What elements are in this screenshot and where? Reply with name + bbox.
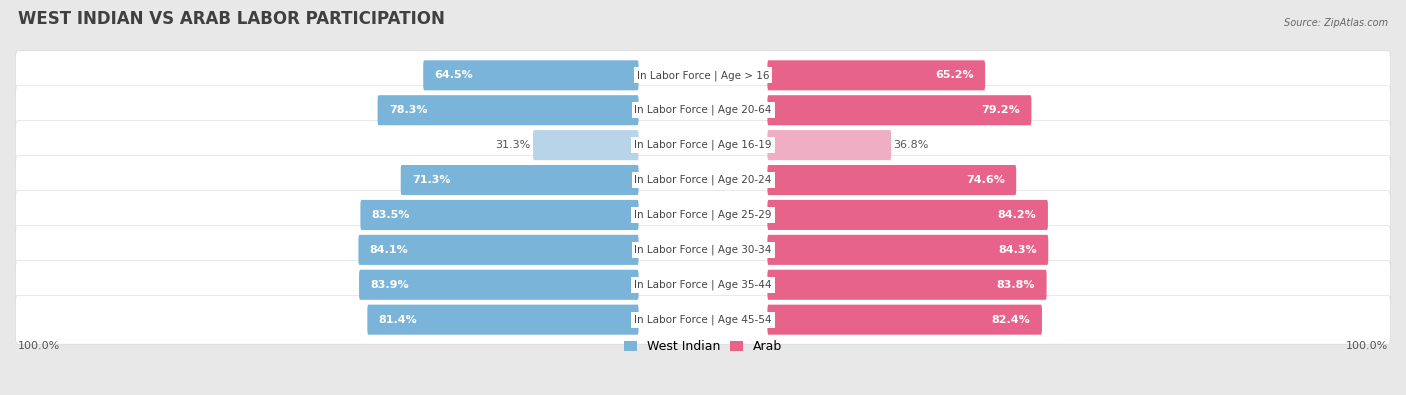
Text: 83.8%: 83.8% xyxy=(997,280,1035,290)
FancyBboxPatch shape xyxy=(15,295,1391,344)
FancyBboxPatch shape xyxy=(15,190,1391,239)
FancyBboxPatch shape xyxy=(15,226,1391,274)
Text: In Labor Force | Age 20-24: In Labor Force | Age 20-24 xyxy=(634,175,772,185)
FancyBboxPatch shape xyxy=(768,305,1042,335)
Text: 84.1%: 84.1% xyxy=(370,245,409,255)
FancyBboxPatch shape xyxy=(359,235,638,265)
Text: 64.5%: 64.5% xyxy=(434,70,474,80)
Text: In Labor Force | Age 30-34: In Labor Force | Age 30-34 xyxy=(634,245,772,255)
FancyBboxPatch shape xyxy=(768,130,891,160)
Text: 74.6%: 74.6% xyxy=(966,175,1005,185)
Text: 81.4%: 81.4% xyxy=(378,315,418,325)
FancyBboxPatch shape xyxy=(360,200,638,230)
FancyBboxPatch shape xyxy=(367,305,638,335)
Text: 31.3%: 31.3% xyxy=(495,140,530,150)
FancyBboxPatch shape xyxy=(15,51,1391,100)
FancyBboxPatch shape xyxy=(378,95,638,125)
Text: 84.3%: 84.3% xyxy=(998,245,1036,255)
Text: 84.2%: 84.2% xyxy=(998,210,1036,220)
FancyBboxPatch shape xyxy=(768,235,1049,265)
FancyBboxPatch shape xyxy=(768,200,1047,230)
FancyBboxPatch shape xyxy=(15,260,1391,309)
Text: In Labor Force | Age 16-19: In Labor Force | Age 16-19 xyxy=(634,140,772,150)
Text: 82.4%: 82.4% xyxy=(991,315,1031,325)
Text: 83.5%: 83.5% xyxy=(371,210,411,220)
Text: WEST INDIAN VS ARAB LABOR PARTICIPATION: WEST INDIAN VS ARAB LABOR PARTICIPATION xyxy=(17,10,444,28)
Text: 79.2%: 79.2% xyxy=(981,105,1019,115)
FancyBboxPatch shape xyxy=(15,121,1391,169)
Text: In Labor Force | Age 45-54: In Labor Force | Age 45-54 xyxy=(634,314,772,325)
FancyBboxPatch shape xyxy=(768,95,1032,125)
FancyBboxPatch shape xyxy=(359,270,638,300)
Text: In Labor Force | Age 35-44: In Labor Force | Age 35-44 xyxy=(634,280,772,290)
FancyBboxPatch shape xyxy=(768,270,1046,300)
Text: 100.0%: 100.0% xyxy=(1347,341,1389,351)
Text: 78.3%: 78.3% xyxy=(389,105,427,115)
Text: 65.2%: 65.2% xyxy=(935,70,974,80)
FancyBboxPatch shape xyxy=(423,60,638,90)
Text: 83.9%: 83.9% xyxy=(370,280,409,290)
FancyBboxPatch shape xyxy=(401,165,638,195)
FancyBboxPatch shape xyxy=(533,130,638,160)
FancyBboxPatch shape xyxy=(768,60,986,90)
Text: In Labor Force | Age > 16: In Labor Force | Age > 16 xyxy=(637,70,769,81)
Text: 36.8%: 36.8% xyxy=(894,140,929,150)
Legend: West Indian, Arab: West Indian, Arab xyxy=(624,340,782,354)
Text: In Labor Force | Age 25-29: In Labor Force | Age 25-29 xyxy=(634,210,772,220)
Text: 100.0%: 100.0% xyxy=(17,341,59,351)
FancyBboxPatch shape xyxy=(15,86,1391,135)
Text: 71.3%: 71.3% xyxy=(412,175,450,185)
Text: In Labor Force | Age 20-64: In Labor Force | Age 20-64 xyxy=(634,105,772,115)
Text: Source: ZipAtlas.com: Source: ZipAtlas.com xyxy=(1284,18,1389,28)
FancyBboxPatch shape xyxy=(15,156,1391,205)
FancyBboxPatch shape xyxy=(768,165,1017,195)
